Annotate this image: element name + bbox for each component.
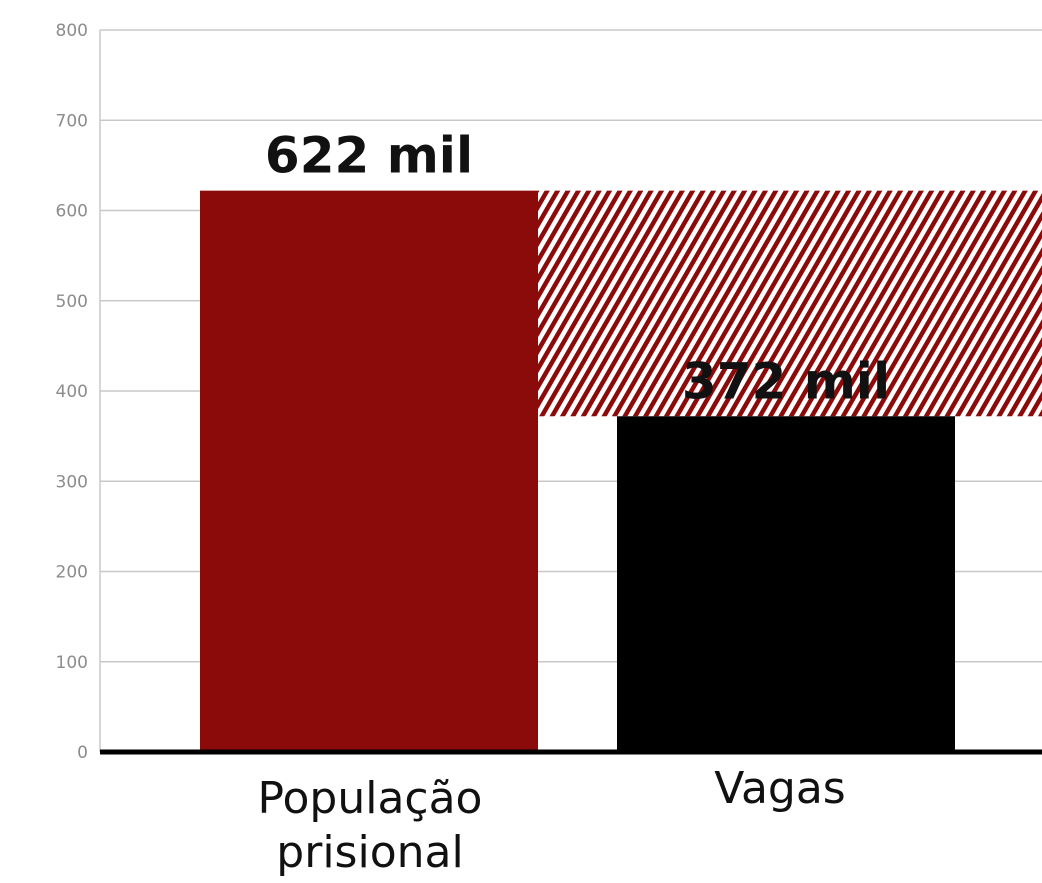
y-tick-label: 0 [77,743,88,763]
data-label: 372 mil [682,352,890,410]
y-tick-label: 100 [56,653,88,673]
y-tick-label: 400 [56,382,88,402]
deficit-area [538,190,1042,417]
category-label-line: prisional [276,827,464,878]
y-tick-label: 700 [56,111,88,131]
y-tick-label: 800 [56,21,88,41]
y-tick-label: 500 [56,292,88,312]
category-label-populacao-prisional: População prisional [170,772,570,880]
y-tick-label: 600 [56,202,88,222]
category-label-vagas: Vagas [590,762,970,816]
y-tick-label: 300 [56,472,88,492]
y-axis-ticks: 0 100 200 300 400 500 600 700 800 [56,21,88,763]
y-tick-label: 200 [56,563,88,583]
data-labels: 622 mil 372 mil [265,127,890,411]
category-label-line: Vagas [714,763,846,814]
data-label: 622 mil [265,127,473,185]
bars [200,190,955,752]
category-label-line: População [257,773,483,824]
bar [200,190,538,752]
bar [617,416,955,752]
deficit-hatch-area [538,190,1042,417]
